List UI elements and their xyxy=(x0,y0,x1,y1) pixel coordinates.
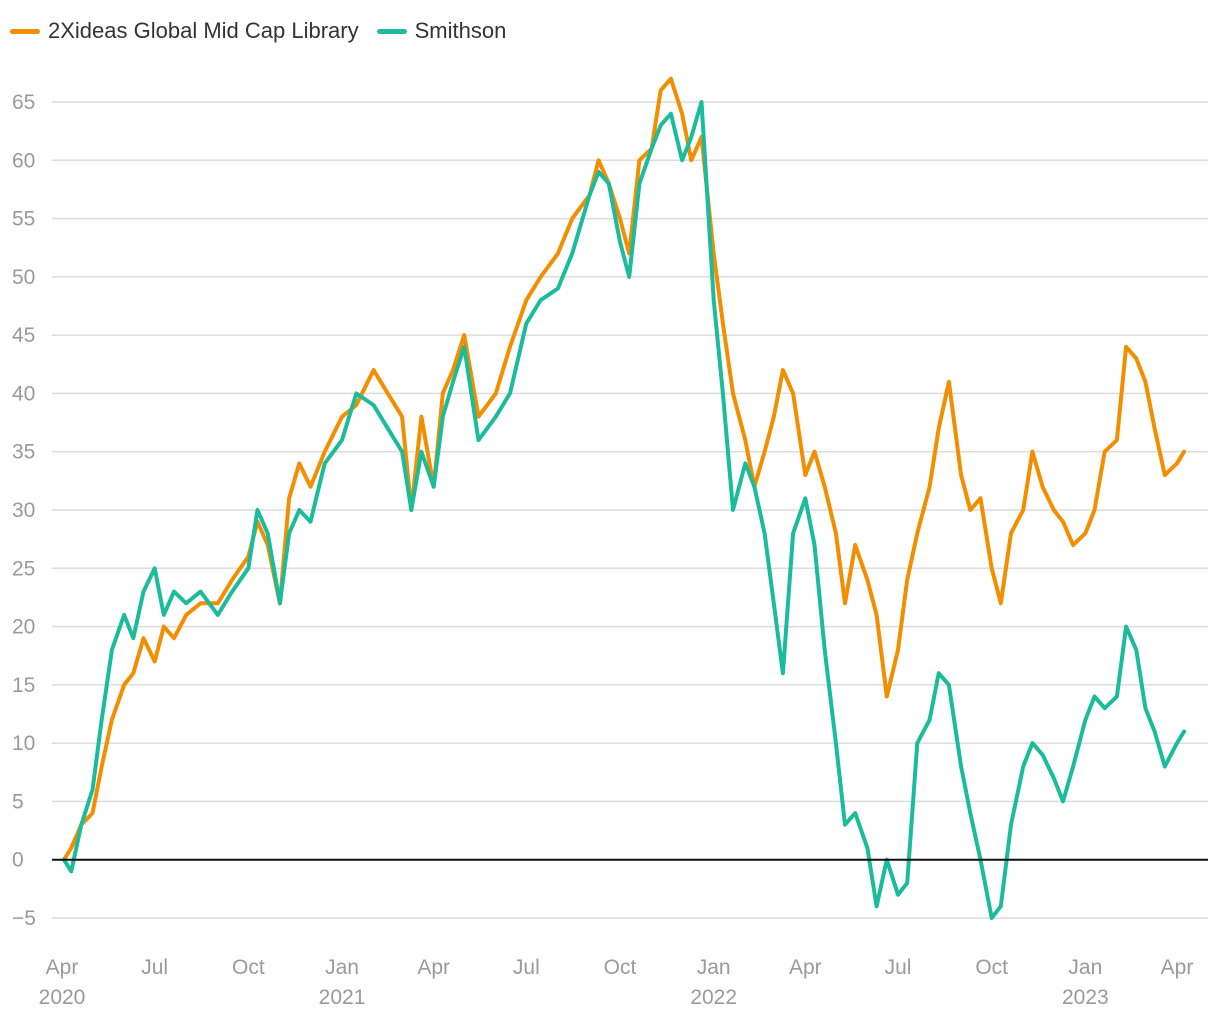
x-tick-label-month: Jul xyxy=(885,956,912,979)
y-tick-label: 10 xyxy=(12,732,35,755)
x-tick-label-month: Oct xyxy=(975,956,1008,979)
x-tick-label-month: Jul xyxy=(141,956,168,979)
series-line-2 xyxy=(62,100,1187,920)
grid-lines xyxy=(52,101,1208,919)
y-tick-label: 35 xyxy=(12,441,35,464)
legend-swatch-series-2 xyxy=(376,28,407,34)
y-tick-label: 50 xyxy=(12,266,35,289)
x-tick-label-month: Jan xyxy=(325,956,359,979)
y-axis-tick-labels: −5 0 5 10 15 20 25 30 35 40 45 50 55 60 65 xyxy=(12,91,36,930)
x-tick-label-month: Apr xyxy=(1161,956,1194,979)
y-tick-label: 5 xyxy=(12,790,24,813)
legend: 2Xideas Global Mid Cap Library Smithson xyxy=(10,18,524,44)
x-tick-label-month: Apr xyxy=(789,956,822,979)
y-tick-label: 25 xyxy=(12,557,35,580)
y-tick-label: 40 xyxy=(12,382,35,405)
x-tick-label-month: Apr xyxy=(46,956,79,979)
legend-item-series-1[interactable]: 2Xideas Global Mid Cap Library xyxy=(10,18,359,44)
y-tick-label: 0 xyxy=(12,849,24,872)
x-tick-label-year: 2021 xyxy=(319,986,366,1009)
y-tick-label: 45 xyxy=(12,324,35,347)
legend-label-series-1: 2Xideas Global Mid Cap Library xyxy=(48,18,359,43)
y-tick-label: 15 xyxy=(12,674,35,697)
x-tick-label-year: 2020 xyxy=(39,986,86,1009)
y-tick-label: 30 xyxy=(12,499,35,522)
y-tick-label: 65 xyxy=(12,91,35,114)
x-tick-label-year: 2022 xyxy=(690,986,737,1009)
y-tick-label: −5 xyxy=(12,907,36,930)
x-tick-label-month: Jan xyxy=(1068,956,1102,979)
x-axis-tick-labels: Apr 2020 Jul Oct Jan 2021 Apr Jul Oct Jan 2022 Apr J… xyxy=(39,956,1194,1009)
y-tick-label: 60 xyxy=(12,149,35,172)
y-tick-label: 20 xyxy=(12,616,35,639)
x-tick-label-month: Oct xyxy=(604,956,637,979)
x-tick-label-month: Oct xyxy=(232,956,265,979)
legend-label-series-2: Smithson xyxy=(414,18,507,43)
x-tick-label-year: 2023 xyxy=(1062,986,1109,1009)
legend-item-series-2[interactable]: Smithson xyxy=(376,18,507,44)
y-tick-label: 55 xyxy=(12,208,35,231)
series-lines xyxy=(62,76,1187,920)
x-tick-label-month: Jan xyxy=(697,956,731,979)
x-tick-label-month: Apr xyxy=(417,956,450,979)
x-tick-label-month: Jul xyxy=(513,956,540,979)
legend-swatch-series-1 xyxy=(10,28,40,34)
